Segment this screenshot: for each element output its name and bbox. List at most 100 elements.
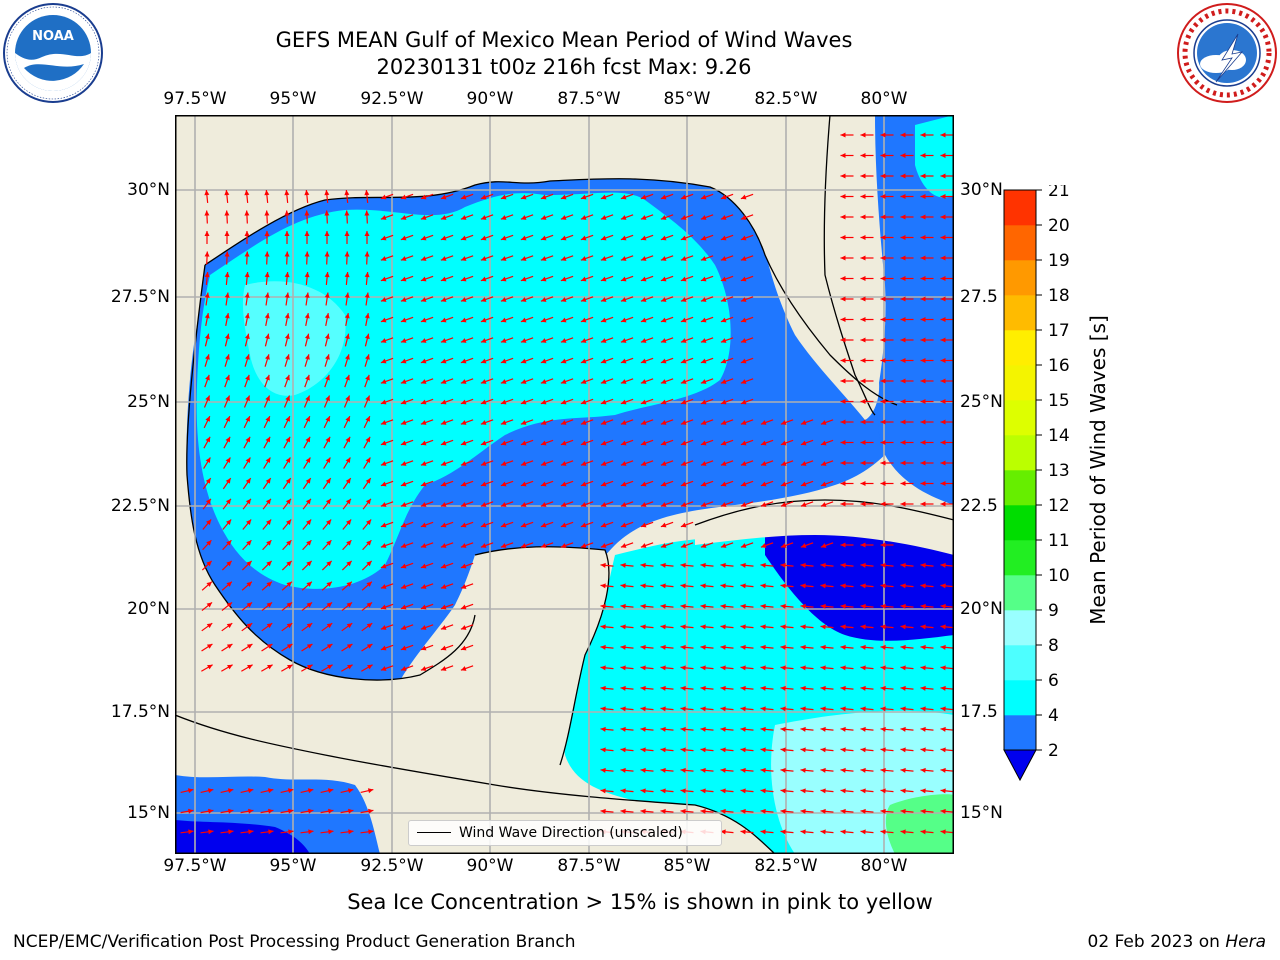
- wave-arrow-head: [840, 419, 846, 425]
- wave-arrow-head: [500, 481, 507, 487]
- wave-arrow-head: [460, 420, 467, 425]
- wave-arrow-head: [400, 563, 407, 569]
- wave-arrow-head: [680, 440, 687, 446]
- wave-arrow-head: [285, 436, 291, 443]
- wave-arrow-head: [540, 522, 547, 528]
- wave-arrow-head: [460, 543, 467, 548]
- wave-arrow-head: [940, 132, 946, 138]
- wave-arrow-head: [840, 460, 846, 466]
- wave-arrow-head: [700, 624, 706, 630]
- wave-arrow-head: [324, 292, 330, 298]
- wave-arrow-head: [840, 194, 846, 199]
- wave-arrow-head: [760, 583, 766, 589]
- wave-arrow-head: [380, 215, 387, 220]
- wave-arrow-head: [760, 461, 767, 466]
- wave-arrow-head: [720, 767, 726, 773]
- wave-arrow-head: [900, 317, 906, 322]
- wave-arrow-head: [580, 215, 587, 220]
- wave-arrow-head: [900, 829, 906, 835]
- lon-tick-label: 85°W: [663, 856, 711, 876]
- wave-arrow-head: [227, 664, 233, 670]
- wave-arrow-head: [640, 399, 647, 405]
- wave-arrow-head: [380, 645, 387, 651]
- colorbar-segment: [1004, 365, 1036, 401]
- wave-arrow-head: [480, 399, 487, 405]
- colorbar-tick-label: 19: [1048, 251, 1070, 271]
- wave-arrow-head: [600, 338, 607, 343]
- wave-arrow-head: [266, 602, 273, 608]
- wave-arrow-head: [660, 562, 666, 568]
- wave-arrow-head: [620, 665, 626, 671]
- wave-arrow-head: [520, 235, 527, 241]
- colorbar-segment: [1004, 400, 1036, 436]
- wave-arrow-head: [540, 256, 547, 261]
- wave-arrow-head: [880, 583, 886, 589]
- wave-arrow-head: [325, 436, 331, 443]
- wave-arrow-head: [860, 378, 866, 384]
- wave-arrow-head: [920, 624, 926, 630]
- wave-arrow-head: [264, 292, 270, 298]
- wave-arrow-head: [244, 333, 250, 340]
- wave-arrow-head: [440, 522, 447, 528]
- wave-arrow-head: [305, 416, 310, 422]
- wave-arrow-head: [900, 399, 906, 404]
- wave-arrow-head: [245, 478, 251, 484]
- wave-arrow-head: [344, 333, 350, 340]
- lat-tick-label: 20°N: [127, 599, 170, 619]
- wave-arrow-head: [244, 292, 250, 298]
- wave-arrow-head: [304, 292, 310, 298]
- wave-arrow-head: [720, 726, 726, 732]
- wave-arrow-head: [660, 665, 666, 671]
- wave-arrow-head: [740, 767, 746, 773]
- wave-arrow-head: [440, 399, 447, 405]
- wave-arrow-head: [760, 665, 766, 671]
- wave-arrow-head: [580, 338, 587, 343]
- wave-arrow-head: [880, 194, 886, 199]
- wave-arrow-head: [460, 481, 467, 487]
- colorbar-tick-label: 12: [1048, 496, 1070, 516]
- wave-period-map: [175, 115, 954, 854]
- wave-arrow-head: [480, 358, 487, 364]
- wave-arrow-head: [560, 481, 567, 487]
- gulf-water-cyan: [196, 192, 731, 589]
- wave-arrow-head: [860, 726, 866, 732]
- lat-tick-label: 30°N: [127, 180, 170, 200]
- wave-arrow-head: [225, 498, 231, 505]
- colorbar-tick-label: 14: [1048, 426, 1070, 446]
- wave-arrow-head: [880, 337, 886, 343]
- colorbar-segment: [1004, 645, 1036, 681]
- wave-arrow-head: [720, 420, 727, 425]
- wave-arrow-head: [720, 399, 727, 405]
- wave-arrow-head: [500, 379, 507, 384]
- wave-arrow-head: [266, 519, 272, 525]
- wave-arrow-head: [640, 603, 646, 609]
- wave-arrow-head: [245, 416, 250, 422]
- wave-arrow-head: [700, 747, 706, 753]
- wave-arrow-head: [700, 603, 706, 609]
- wave-arrow-head: [940, 603, 946, 609]
- wave-arrow-head: [800, 829, 806, 835]
- wave-arrow-head: [205, 395, 210, 402]
- wave-arrow-head: [880, 624, 886, 630]
- wave-arrow-head: [740, 399, 747, 405]
- wave-arrow-head: [740, 562, 746, 568]
- wave-arrow-head: [880, 358, 886, 363]
- wave-arrow-head: [860, 337, 866, 343]
- wave-arrow-head: [206, 540, 212, 546]
- wave-arrow-head: [244, 251, 250, 257]
- wave-arrow-head: [228, 808, 234, 814]
- wave-arrow-head: [520, 215, 527, 220]
- wave-arrow-head: [368, 829, 374, 835]
- wave-arrow-head: [920, 829, 926, 835]
- wave-arrow-head: [304, 210, 310, 216]
- wave-arrow-head: [244, 272, 250, 278]
- wave-arrow-head: [344, 251, 350, 257]
- wave-arrow-head: [580, 461, 587, 466]
- wave-arrow-head: [880, 173, 886, 179]
- wave-arrow-head: [860, 317, 866, 322]
- wave-arrow-head: [364, 272, 370, 278]
- wave-arrow-head: [620, 481, 627, 487]
- wave-arrow-head: [920, 747, 926, 753]
- wave-arrow-head: [700, 297, 707, 302]
- wave-arrow-head: [380, 256, 387, 261]
